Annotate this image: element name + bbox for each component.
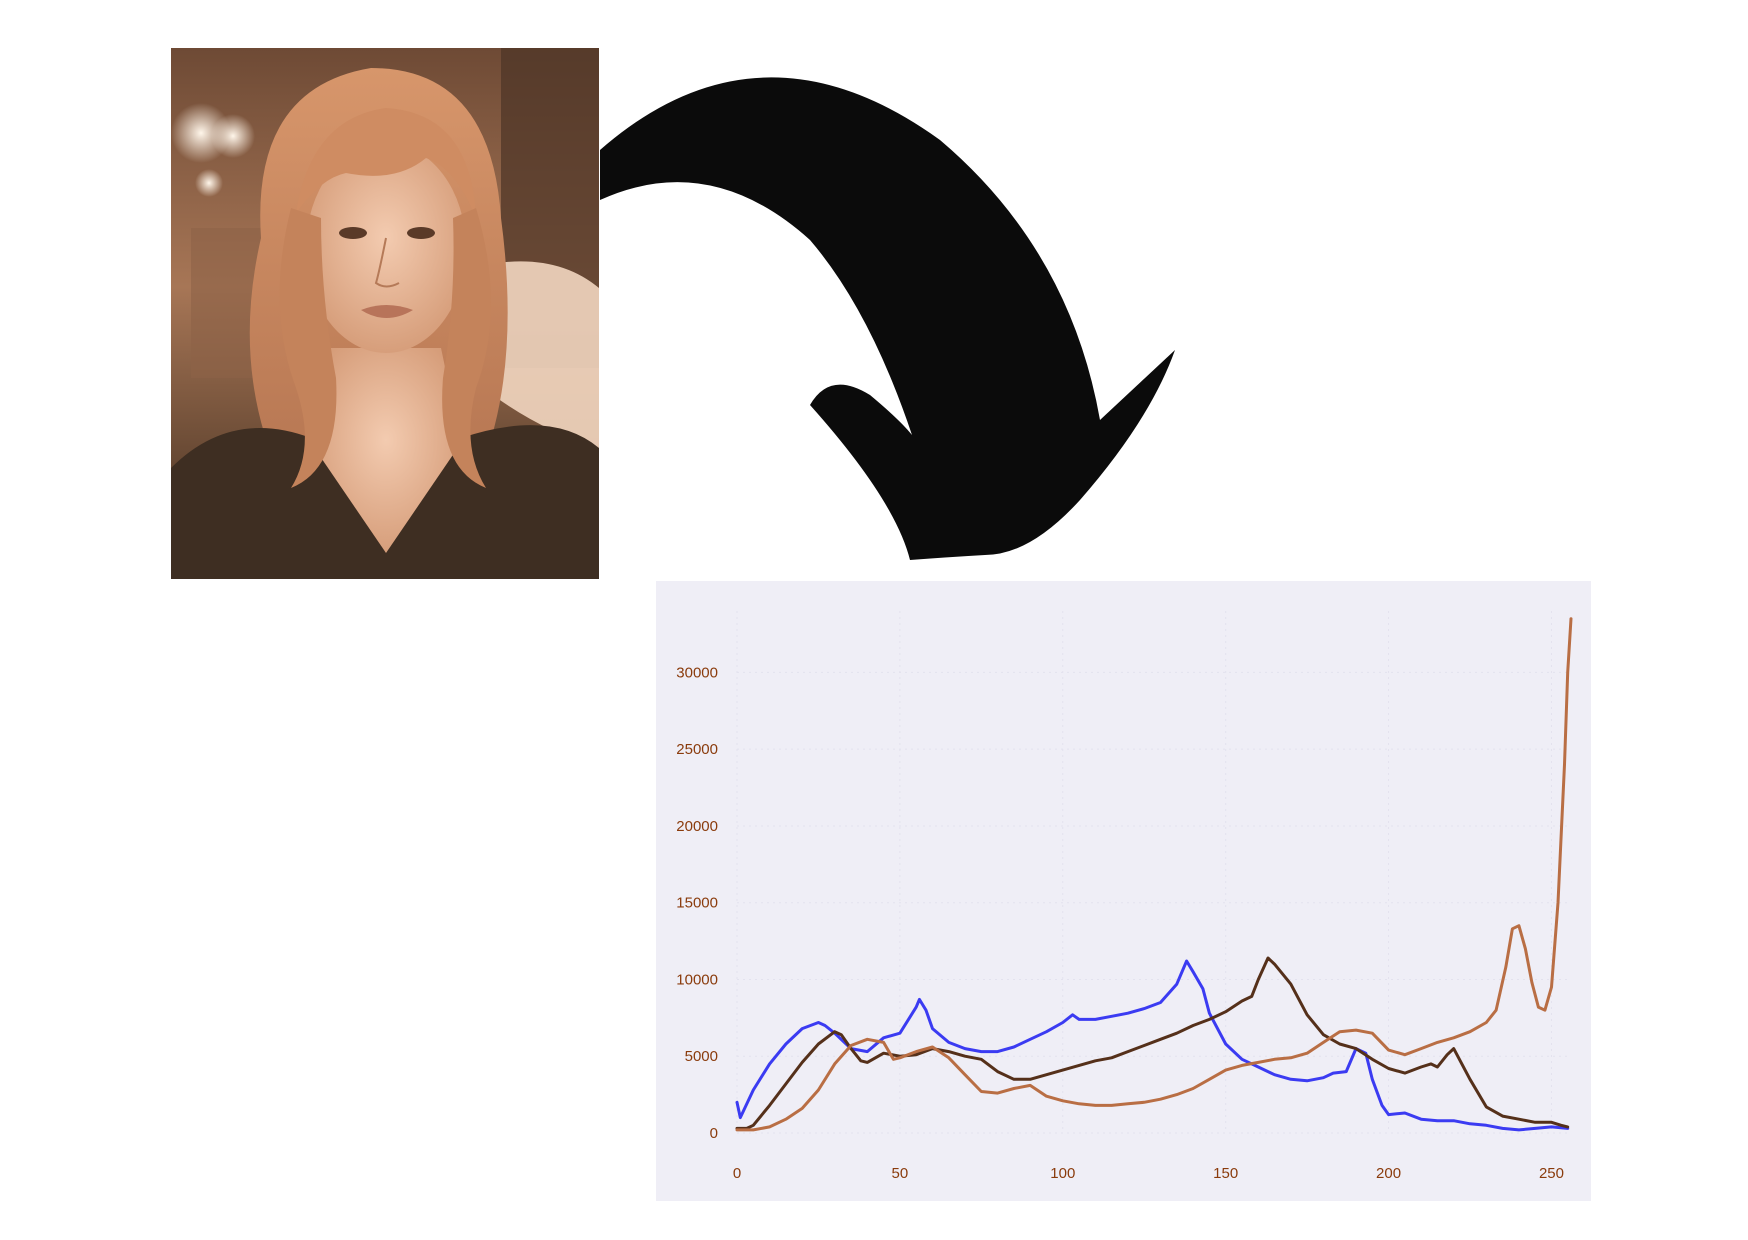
series-line-light-brown (735, 617, 1573, 1132)
curved-arrow-down-icon (600, 77, 1175, 560)
y-axis-ticks: 0 5000 10000 15000 20000 25000 30000 (676, 664, 718, 1142)
x-tick-label: 200 (1376, 1165, 1401, 1182)
x-tick-label: 250 (1539, 1165, 1564, 1182)
y-tick-label: 10000 (676, 971, 718, 988)
series-lines (735, 617, 1573, 1132)
histogram-svg: 0 5000 10000 15000 20000 25000 30000 0 50 100 150… (656, 581, 1591, 1201)
portrait-photo (171, 48, 599, 579)
series-line-blue (735, 959, 1570, 1132)
x-axis-ticks: 0 50 100 150 200 250 (733, 1165, 1564, 1182)
y-tick-label: 25000 (676, 741, 718, 758)
portrait-photo-art (171, 48, 599, 579)
y-tick-label: 20000 (676, 818, 718, 835)
x-tick-label: 50 (892, 1165, 909, 1182)
chart-background (656, 581, 1591, 1201)
y-tick-label: 15000 (676, 895, 718, 912)
x-tick-label: 150 (1213, 1165, 1238, 1182)
y-tick-label: 0 (710, 1125, 718, 1142)
histogram-chart: 0 5000 10000 15000 20000 25000 30000 0 50 100 150… (656, 581, 1591, 1201)
x-tick-label: 100 (1050, 1165, 1075, 1182)
y-tick-label: 5000 (685, 1048, 718, 1065)
x-tick-label: 0 (733, 1165, 741, 1182)
series-line-dark-brown (735, 956, 1570, 1130)
y-tick-label: 30000 (676, 664, 718, 681)
